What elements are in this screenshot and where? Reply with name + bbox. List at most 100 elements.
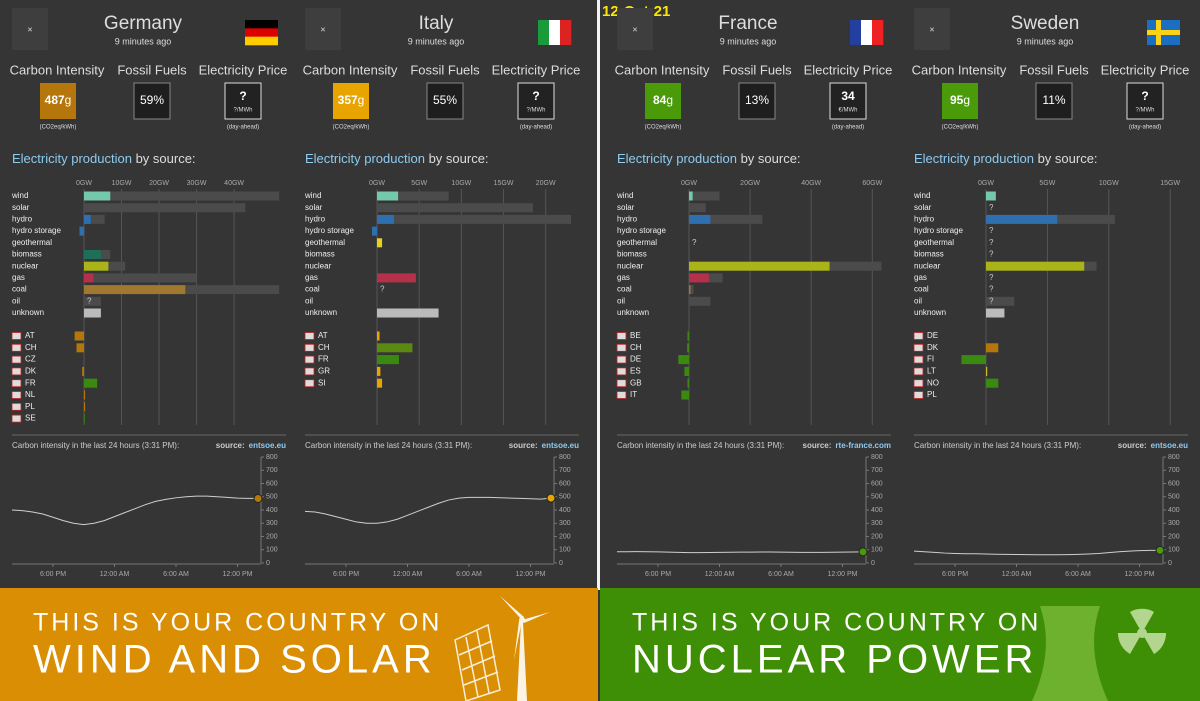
- exchange-bar: [377, 331, 380, 341]
- source-label: hydro: [914, 215, 935, 224]
- price-note: (day-ahead): [832, 125, 864, 131]
- x-tick-label: 12:00 AM: [393, 571, 423, 578]
- x-tick-label: 60GW: [862, 180, 882, 187]
- exchange-label: LT: [927, 367, 936, 376]
- exchange-flag: [304, 343, 315, 352]
- exchange-flag: [11, 414, 22, 423]
- source-label: gas: [914, 273, 927, 282]
- carbon-box: [942, 83, 978, 119]
- source-link[interactable]: entsoe.eu: [249, 441, 286, 450]
- exchange-label: GR: [318, 367, 330, 376]
- y-tick-label: 100: [559, 547, 571, 554]
- carbon-value: 95g: [950, 93, 970, 107]
- source-label: solar: [617, 203, 635, 212]
- y-tick-label: 0: [871, 560, 875, 567]
- exchange-bar: [961, 355, 986, 365]
- capacity-bar: [377, 191, 449, 201]
- y-tick-label: 700: [266, 467, 278, 474]
- source-link[interactable]: rte-france.com: [835, 441, 891, 450]
- price-value: ?: [239, 89, 246, 103]
- exchange-label: ES: [630, 367, 641, 376]
- source-label: hydro: [617, 215, 638, 224]
- fossil-value: 13%: [745, 93, 769, 107]
- metric-label: Fossil Fuels: [1019, 62, 1089, 77]
- capacity-bar: [84, 273, 197, 283]
- source-label: unknown: [12, 308, 44, 317]
- exchange-bar: [684, 366, 689, 376]
- exchange-flag: [11, 367, 22, 376]
- source-label: solar: [12, 203, 30, 212]
- production-bar: [689, 273, 709, 283]
- exchange-flag: [11, 343, 22, 352]
- production-title-link: Electricity production: [914, 151, 1034, 166]
- production-bar: [84, 191, 111, 201]
- production-title-link: Electricity production: [12, 151, 132, 166]
- source-link[interactable]: entsoe.eu: [542, 441, 579, 450]
- metric-label: Electricity Price: [199, 62, 288, 77]
- exchange-label: FI: [927, 355, 934, 364]
- unknown-value: ?: [989, 238, 994, 247]
- close-button[interactable]: [305, 8, 341, 50]
- x-tick-label: 6:00 PM: [645, 571, 671, 578]
- intensity-line: [11, 495, 259, 526]
- exchange-flag: [913, 332, 924, 340]
- carbon-unit: g: [666, 93, 673, 107]
- country-name: Italy: [419, 13, 454, 34]
- exchange-flag: [304, 332, 315, 340]
- exchange-bar: [82, 366, 84, 376]
- source-label: hydro: [12, 215, 33, 224]
- updated: 9 minutes ago: [115, 36, 172, 46]
- exchange-label: BE: [630, 331, 641, 340]
- history-source: source: entsoe.eu: [1118, 441, 1188, 450]
- source-label: wind: [304, 191, 321, 200]
- flag: [861, 20, 873, 45]
- metric-label: Electricity Price: [804, 62, 893, 77]
- source-link[interactable]: entsoe.eu: [1151, 441, 1188, 450]
- production-title-rest: by source:: [132, 151, 196, 166]
- carbon-value: 487g: [45, 93, 72, 107]
- capacity-bar: [84, 191, 280, 201]
- capacity-bar: [377, 214, 571, 224]
- exchange-label: CH: [630, 343, 642, 352]
- cooling-tower-icon: [1032, 606, 1108, 701]
- flag: [245, 28, 278, 37]
- banner-line2: WIND AND SOLAR: [33, 638, 436, 682]
- production-bar: [986, 308, 1005, 318]
- fossil-value: 11%: [1042, 93, 1065, 107]
- price-unit: ?/MWh: [1135, 108, 1154, 114]
- x-tick-label: 10GW: [451, 180, 471, 187]
- production-bar: [79, 226, 84, 236]
- carbon-number: 357: [338, 93, 358, 107]
- close-button[interactable]: [12, 8, 48, 50]
- source-label: oil: [12, 296, 20, 305]
- exchange-flag: [913, 343, 924, 352]
- y-tick-label: 500: [559, 494, 571, 501]
- price-unit: ?/MWh: [233, 108, 252, 114]
- exchange-label: DE: [927, 331, 938, 340]
- banner-line1: THIS IS YOUR COUNTRY ON: [33, 609, 442, 637]
- updated: 9 minutes ago: [1017, 36, 1074, 46]
- y-tick-label: 800: [1168, 454, 1180, 461]
- x-tick-label: 12:00 AM: [705, 571, 735, 578]
- x-tick-label: 0GW: [978, 180, 994, 187]
- close-button[interactable]: [617, 8, 653, 50]
- price-note: (day-ahead): [227, 125, 259, 131]
- production-title-link: Electricity production: [617, 151, 737, 166]
- production-bar: [689, 261, 830, 271]
- source-label: coal: [305, 285, 320, 294]
- exchange-bar: [687, 331, 689, 341]
- x-tick-label: 6:00 AM: [1065, 571, 1091, 578]
- x-tick-label: 12:00 AM: [1002, 571, 1032, 578]
- exchange-label: DK: [927, 343, 939, 352]
- flag: [245, 20, 278, 29]
- y-tick-label: 700: [559, 467, 571, 474]
- capacity-bar: [84, 296, 101, 306]
- exchange-flag: [913, 379, 924, 388]
- production-bar: [689, 285, 691, 295]
- source-label: coal: [914, 285, 929, 294]
- close-button[interactable]: [914, 8, 950, 50]
- source-label: unknown: [305, 308, 337, 317]
- exchange-label: GB: [630, 378, 642, 387]
- source-label: nuclear: [914, 261, 941, 270]
- y-tick-label: 200: [266, 533, 278, 540]
